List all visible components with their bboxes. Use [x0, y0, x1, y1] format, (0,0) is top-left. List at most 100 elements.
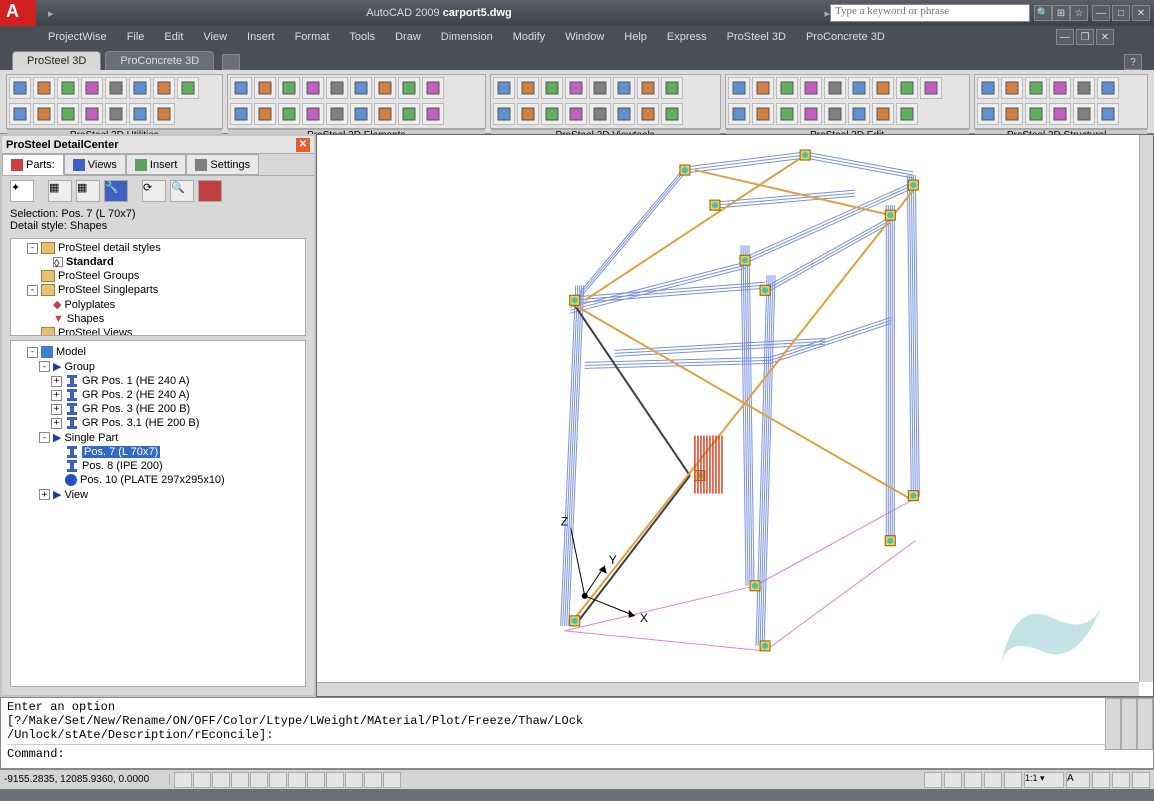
menu-help[interactable]: Help [616, 29, 655, 45]
ribbon-button[interactable] [33, 103, 55, 125]
horizontal-scrollbar[interactable] [317, 682, 1139, 696]
status-toggle[interactable] [326, 772, 344, 788]
ribbon-tab[interactable]: ProSteel 3D [12, 51, 101, 70]
ribbon-button[interactable] [776, 103, 798, 125]
menu-dimension[interactable]: Dimension [433, 29, 501, 45]
tool-button[interactable]: ✦ [10, 180, 34, 202]
ribbon-button[interactable] [589, 103, 611, 125]
model-button[interactable] [924, 772, 942, 788]
ribbon-button[interactable] [398, 103, 420, 125]
ribbon-button[interactable] [129, 103, 151, 125]
ribbon-button[interactable] [302, 77, 324, 99]
ribbon-button[interactable] [1025, 77, 1047, 99]
tree-expander[interactable]: + [51, 404, 62, 415]
ribbon-button[interactable] [1025, 103, 1047, 125]
tree-expander[interactable]: + [51, 376, 62, 387]
ribbon-button[interactable] [153, 77, 175, 99]
ribbon-button[interactable] [326, 103, 348, 125]
ribbon-button[interactable] [1097, 103, 1119, 125]
ribbon-button[interactable] [661, 77, 683, 99]
lock-icon[interactable] [1112, 772, 1130, 788]
menu-express[interactable]: Express [659, 29, 715, 45]
ribbon-button[interactable] [105, 103, 127, 125]
tool-button[interactable] [198, 180, 222, 202]
tree-item[interactable]: +▶View [15, 487, 301, 502]
ribbon-button[interactable] [896, 103, 918, 125]
status-toggle[interactable] [345, 772, 363, 788]
tree-item[interactable]: ▼Shapes [15, 312, 301, 326]
tree-item[interactable]: +GR Pos. 1 (HE 240 A) [15, 374, 301, 388]
ribbon-button[interactable] [613, 77, 635, 99]
search-box[interactable] [830, 4, 1030, 22]
tree-item[interactable]: ProSteel Views [15, 326, 301, 336]
tab-add-button[interactable] [222, 54, 240, 70]
comm-icon[interactable]: ⊞ [1052, 5, 1070, 21]
tree-expander[interactable]: - [39, 432, 50, 443]
tree-item[interactable]: +GR Pos. 3.1 (HE 200 B) [15, 416, 301, 430]
ribbon-button[interactable] [1049, 77, 1071, 99]
ribbon-button[interactable] [1073, 103, 1095, 125]
ribbon-button[interactable] [565, 103, 587, 125]
ribbon-button[interactable] [57, 77, 79, 99]
ribbon-button[interactable] [398, 77, 420, 99]
status-toggle[interactable] [288, 772, 306, 788]
ribbon-button[interactable] [422, 77, 444, 99]
styles-tree[interactable]: -ProSteel detail styles◊StandardProSteel… [10, 238, 306, 336]
tree-item[interactable]: -▶Single Part [15, 430, 301, 445]
menu-edit[interactable]: Edit [156, 29, 191, 45]
status-toggle[interactable] [364, 772, 382, 788]
ribbon-button[interactable] [105, 77, 127, 99]
menu-format[interactable]: Format [287, 29, 338, 45]
ribbon-button[interactable] [33, 77, 55, 99]
ribbon-button[interactable] [613, 103, 635, 125]
ribbon-button[interactable] [776, 77, 798, 99]
ribbon-button[interactable] [1001, 77, 1023, 99]
coordinates-display[interactable]: -9155.2835, 12085.9360, 0.0000 [0, 774, 170, 785]
ribbon-button[interactable] [517, 103, 539, 125]
doc-minimize-button[interactable]: — [1056, 29, 1074, 45]
tree-item[interactable]: -ProSteel detail styles [15, 241, 301, 255]
ribbon-button[interactable] [129, 77, 151, 99]
tool-button[interactable]: ⟳ [142, 180, 166, 202]
menu-draw[interactable]: Draw [387, 29, 429, 45]
ribbon-button[interactable] [541, 103, 563, 125]
ribbon-button[interactable] [9, 103, 31, 125]
status-toggle[interactable] [250, 772, 268, 788]
tree-expander[interactable]: - [27, 347, 38, 358]
ribbon-button[interactable] [81, 77, 103, 99]
wheel-icon[interactable] [1004, 772, 1022, 788]
ribbon-button[interactable] [177, 77, 199, 99]
vertical-scrollbar[interactable] [1139, 135, 1153, 682]
ribbon-button[interactable] [254, 77, 276, 99]
drawing-viewport[interactable]: XYZ [316, 134, 1154, 697]
zoom-icon[interactable] [984, 772, 1002, 788]
ribbon-button[interactable] [896, 77, 918, 99]
minimize-button[interactable]: — [1092, 5, 1110, 21]
cmd-scrollbars[interactable] [1105, 698, 1153, 750]
ribbon-button[interactable] [565, 77, 587, 99]
panel-close-button[interactable]: ✕ [296, 138, 310, 152]
menu-insert[interactable]: Insert [239, 29, 283, 45]
status-toggle[interactable] [383, 772, 401, 788]
tree-expander[interactable]: - [27, 243, 38, 254]
tree-expander[interactable]: - [39, 361, 50, 372]
status-toggle[interactable] [174, 772, 192, 788]
close-button[interactable]: ✕ [1132, 5, 1150, 21]
ribbon-button[interactable] [800, 103, 822, 125]
tree-expander[interactable]: + [51, 390, 62, 401]
tree-item[interactable]: +GR Pos. 3 (HE 200 B) [15, 402, 301, 416]
ribbon-button[interactable] [1001, 103, 1023, 125]
tool-button[interactable]: 🔍 [170, 180, 194, 202]
ribbon-button[interactable] [752, 103, 774, 125]
tree-item[interactable]: +GR Pos. 2 (HE 240 A) [15, 388, 301, 402]
ribbon-button[interactable] [1073, 77, 1095, 99]
ribbon-button[interactable] [374, 103, 396, 125]
ribbon-button[interactable] [57, 103, 79, 125]
panel-tab[interactable]: Parts: [2, 154, 64, 175]
panel-tab[interactable]: Views [64, 154, 126, 175]
status-toggle[interactable] [193, 772, 211, 788]
tree-expander[interactable]: - [27, 285, 38, 296]
search-icon[interactable]: 🔍 [1034, 5, 1052, 21]
ribbon-button[interactable] [661, 103, 683, 125]
scale-display[interactable]: 1:1 ▾ [1024, 772, 1064, 788]
